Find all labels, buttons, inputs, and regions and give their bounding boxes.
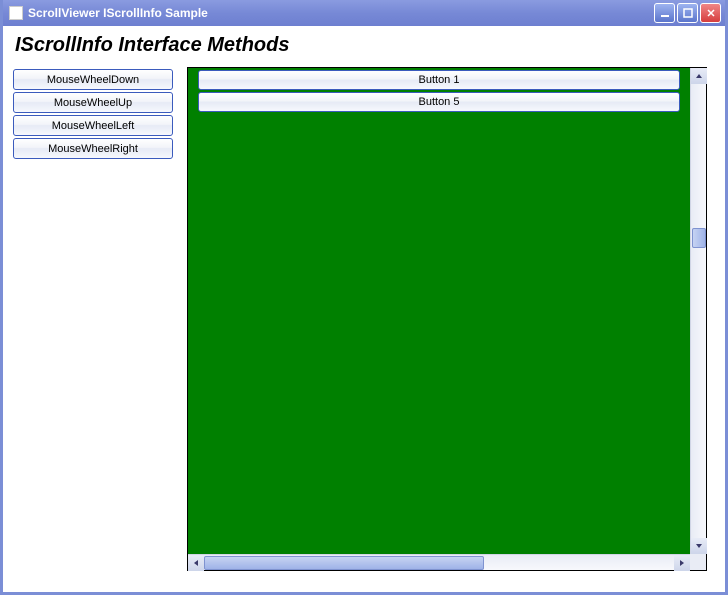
scroll-viewport[interactable]: Button 1 Button 5 <box>188 68 690 554</box>
horizontal-scrollbar[interactable] <box>188 554 690 570</box>
scrollviewer: Button 1 Button 5 <box>187 67 707 571</box>
scroll-down-button[interactable] <box>691 538 707 554</box>
content-panel: Button 1 Button 5 <box>188 68 690 554</box>
window-title: ScrollViewer IScrollInfo Sample <box>28 6 654 20</box>
chevron-down-icon <box>695 542 703 550</box>
chevron-up-icon <box>695 72 703 80</box>
scroll-left-button[interactable] <box>188 555 204 571</box>
mousewheelup-button[interactable]: MouseWheelUp <box>13 92 173 113</box>
content-button-1[interactable]: Button 1 <box>198 70 680 90</box>
content-buttons: Button 1 Button 5 <box>188 68 690 114</box>
window-controls <box>654 3 721 23</box>
client-area: IScrollInfo Interface Methods MouseWheel… <box>3 26 725 592</box>
mousewheelleft-button[interactable]: MouseWheelLeft <box>13 115 173 136</box>
scrollbar-corner <box>690 554 706 570</box>
app-icon <box>9 6 23 20</box>
maximize-icon <box>683 8 693 18</box>
main-layout: MouseWheelDown MouseWheelUp MouseWheelLe… <box>13 67 715 571</box>
page-title: IScrollInfo Interface Methods <box>15 34 715 57</box>
titlebar[interactable]: ScrollViewer IScrollInfo Sample <box>3 0 725 26</box>
close-button[interactable] <box>700 3 721 23</box>
scroll-up-button[interactable] <box>691 68 707 84</box>
chevron-left-icon <box>192 559 200 567</box>
minimize-button[interactable] <box>654 3 675 23</box>
vertical-scrollbar[interactable] <box>690 68 706 554</box>
window-frame: ScrollViewer IScrollInfo Sample IScrollI… <box>0 0 728 595</box>
close-icon <box>706 8 716 18</box>
content-button-5[interactable]: Button 5 <box>198 92 680 112</box>
maximize-button[interactable] <box>677 3 698 23</box>
mousewheelright-button[interactable]: MouseWheelRight <box>13 138 173 159</box>
chevron-right-icon <box>678 559 686 567</box>
horizontal-scroll-thumb[interactable] <box>204 556 484 570</box>
vertical-scroll-thumb[interactable] <box>692 228 706 248</box>
minimize-icon <box>660 8 670 18</box>
sidebar: MouseWheelDown MouseWheelUp MouseWheelLe… <box>13 67 173 159</box>
mousewheeldown-button[interactable]: MouseWheelDown <box>13 69 173 90</box>
scroll-right-button[interactable] <box>674 555 690 571</box>
